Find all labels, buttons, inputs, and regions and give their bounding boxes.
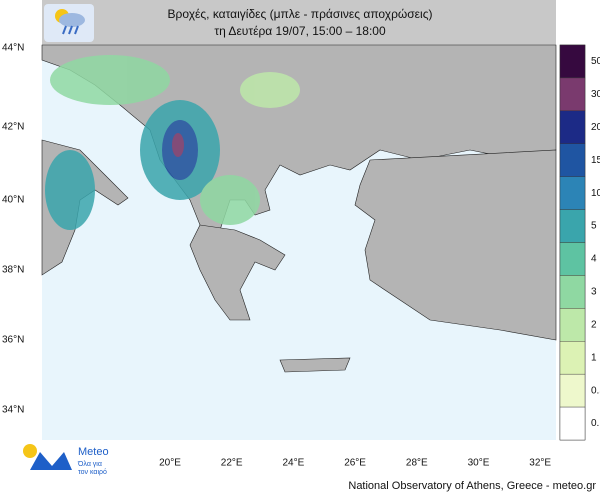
legend-swatch	[559, 341, 586, 375]
lon-label: 20°E	[159, 458, 181, 469]
legend-label: 10	[591, 188, 600, 199]
lat-label: 40°N	[2, 195, 24, 206]
lat-label: 42°N	[2, 122, 24, 133]
legend-label: 20	[591, 122, 600, 133]
legend-label: 5	[591, 221, 597, 232]
map	[41, 44, 557, 440]
legend-swatch	[559, 110, 586, 144]
lon-label: 22°E	[221, 458, 243, 469]
legend-swatch	[559, 308, 586, 342]
lon-label: 32°E	[529, 458, 551, 469]
legend-label: 0.1	[591, 418, 600, 429]
legend-swatch	[559, 373, 586, 408]
legend-swatch	[559, 406, 586, 441]
legend-label: 50	[591, 56, 600, 67]
legend-swatch	[559, 176, 586, 210]
lon-label: 24°E	[283, 458, 305, 469]
weather-icon	[44, 4, 94, 42]
legend-swatch	[559, 143, 586, 177]
footer-credit: National Observatory of Athens, Greece -…	[348, 480, 596, 492]
logo-name: Meteo	[78, 446, 109, 458]
lat-label: 34°N	[2, 405, 24, 416]
title: Βροχές, καταιγίδες (μπλε - πράσινες αποχ…	[168, 7, 433, 21]
lat-label: 44°N	[2, 43, 24, 54]
legend-label: 2	[591, 319, 597, 330]
legend-label: 4	[591, 254, 597, 265]
legend-swatch	[559, 77, 586, 112]
legend-swatch	[559, 44, 586, 79]
lon-label: 30°E	[468, 458, 490, 469]
lat-label: 38°N	[2, 265, 24, 276]
lon-label: 26°E	[344, 458, 366, 469]
legend-label: 0.5	[591, 385, 600, 396]
legend-swatch	[559, 242, 586, 276]
legend-label: 3	[591, 287, 597, 298]
legend-swatch	[559, 209, 586, 243]
lon-label: 28°E	[406, 458, 428, 469]
lat-label: 36°N	[2, 335, 24, 346]
legend-label: 15	[591, 155, 600, 166]
legend-label: 1	[591, 352, 597, 363]
subtitle: τη Δευτέρα 19/07, 15:00 – 18:00	[214, 24, 386, 38]
logo-tagline: τον καιρό	[78, 468, 107, 476]
logo-tagline: Όλα για	[77, 461, 102, 468]
legend-swatch	[559, 275, 586, 309]
logo	[23, 444, 72, 470]
header-band	[42, 0, 556, 45]
legend-label: 30	[591, 89, 600, 100]
